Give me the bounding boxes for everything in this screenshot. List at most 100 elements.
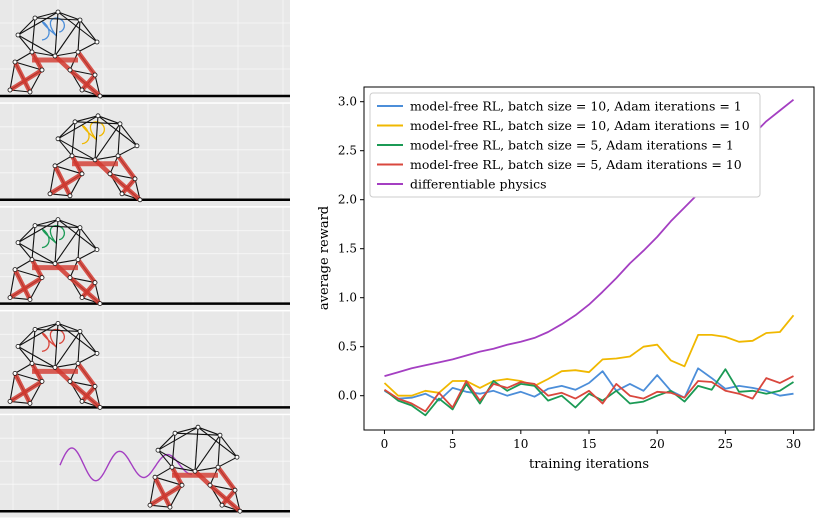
legend-box	[369, 92, 761, 198]
truss-node	[95, 113, 101, 119]
truss-edge	[54, 51, 79, 57]
truss-edge	[71, 155, 96, 161]
truss-edge	[14, 259, 33, 271]
truss-node	[27, 297, 33, 303]
truss-node	[92, 383, 98, 389]
truss-edge	[149, 477, 156, 506]
series-line-3	[383, 368, 794, 417]
series-line-4	[384, 375, 794, 413]
truss-node	[55, 217, 61, 223]
truss-node	[237, 508, 243, 514]
truss-edge	[17, 225, 36, 243]
truss-edge	[154, 476, 183, 486]
truss-edge	[57, 322, 81, 332]
truss-edge	[194, 434, 221, 472]
x-tick-label: 5	[449, 437, 457, 451]
truss-edge	[31, 51, 56, 57]
truss-node	[72, 119, 78, 125]
x-tick-label: 0	[381, 437, 389, 451]
truss-edge	[57, 121, 76, 140]
truss-node	[39, 275, 45, 281]
truss-edge	[54, 331, 81, 368]
truss-edge	[17, 17, 36, 36]
truss-edge	[54, 227, 81, 264]
truss-edge	[119, 123, 138, 147]
truss-node	[79, 398, 85, 404]
truss-node	[172, 430, 178, 436]
truss-edge	[157, 432, 176, 451]
actuator-muscle	[219, 487, 238, 508]
truss-node	[97, 301, 103, 307]
actuator-muscle	[207, 482, 243, 514]
truss-edge	[77, 352, 98, 364]
truss-node	[195, 424, 201, 430]
actuator-muscle	[79, 72, 98, 93]
truss-edge	[17, 345, 56, 368]
y-tick-label: 2.5	[338, 144, 357, 158]
truss-edge	[17, 242, 33, 260]
truss-node	[217, 432, 223, 438]
x-tick-label: 10	[513, 437, 528, 451]
truss-edge	[17, 329, 36, 347]
truss-edge	[77, 331, 81, 364]
truss-edge	[71, 121, 76, 156]
truss-edge	[17, 322, 59, 347]
x-tick-label: 30	[786, 437, 801, 451]
truss-edge	[54, 165, 83, 175]
y-axis-label: average reward	[317, 206, 332, 310]
truss-node	[52, 163, 58, 169]
truss-edge	[57, 138, 73, 157]
truss-node	[29, 257, 35, 263]
actuator-muscle	[107, 171, 143, 203]
actuator-muscle	[75, 49, 98, 78]
truss-node	[27, 89, 33, 95]
truss-edge	[97, 115, 121, 125]
truss-edge	[17, 242, 56, 265]
truss-node	[29, 49, 35, 55]
robot-figure	[7, 9, 103, 99]
y-tick-label: 0.0	[338, 389, 357, 403]
truss-node	[12, 59, 18, 65]
y-tick-label: 0.5	[338, 340, 357, 354]
truss-edge	[31, 17, 36, 53]
truss-edge	[14, 269, 43, 279]
truss-node	[79, 87, 85, 93]
y-tick-label: 1.5	[338, 242, 357, 256]
robot-panel-1	[0, 0, 290, 103]
truss-node	[52, 364, 58, 370]
truss-node	[75, 360, 81, 366]
truss-edge	[54, 259, 79, 265]
truss-edge	[57, 115, 99, 140]
truss-edge	[9, 61, 16, 91]
x-tick-label: 20	[650, 437, 665, 451]
truss-node	[147, 502, 153, 508]
truss-edge	[217, 435, 221, 468]
truss-edge	[34, 219, 59, 227]
truss-edge	[79, 227, 98, 250]
truss-edge	[31, 329, 36, 364]
series-line-1	[384, 367, 794, 402]
truss-edge	[197, 426, 238, 458]
y-tick-label: 3.0	[338, 95, 357, 109]
truss-edge	[57, 219, 98, 251]
actuator-muscle	[67, 67, 103, 99]
legend-entry: differentiable physics	[410, 177, 547, 192]
truss-edge	[117, 145, 138, 157]
truss-edge	[17, 34, 56, 57]
actuator-muscle	[147, 482, 185, 508]
truss-node	[155, 447, 161, 453]
truss-node	[55, 136, 61, 142]
truss-node	[29, 360, 35, 366]
truss-edge	[77, 19, 81, 53]
robot-simulation-panels	[0, 0, 290, 518]
truss-edge	[77, 227, 81, 260]
truss-node	[77, 225, 83, 231]
truss-edge	[77, 249, 98, 261]
truss-node	[92, 280, 98, 286]
legend-entry: model-free RL, batch size = 5, Adam iter…	[410, 138, 734, 153]
truss-edge	[54, 219, 59, 264]
truss-edge	[57, 219, 81, 229]
truss-edge	[17, 34, 33, 53]
actuator-muscle	[47, 171, 85, 197]
motion-trace	[59, 447, 192, 482]
